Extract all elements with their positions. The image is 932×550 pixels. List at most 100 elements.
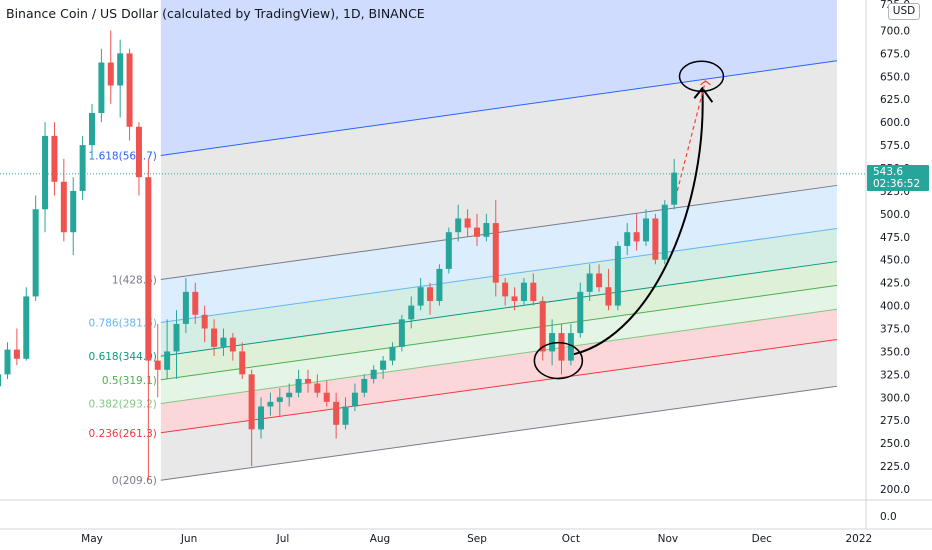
candle — [530, 273, 537, 306]
fib-line-5 — [160, 228, 838, 323]
price-tick-label: 400.0 — [880, 301, 910, 313]
candle — [239, 342, 246, 379]
candle-body — [276, 397, 283, 402]
candle-body — [258, 406, 265, 430]
candle-body — [4, 349, 11, 375]
candle — [436, 264, 443, 306]
price-tick-label: 425.0 — [880, 278, 910, 290]
price-tick-label-baseline: 0.0 — [880, 511, 897, 523]
candle — [51, 122, 58, 196]
candle-body — [154, 360, 161, 370]
candle-body — [464, 218, 471, 228]
candle-body — [558, 333, 565, 361]
candle-body — [351, 392, 358, 407]
candle — [258, 397, 265, 439]
candle — [361, 374, 368, 398]
candle-body — [211, 328, 218, 347]
price-tick-label: 275.0 — [880, 415, 910, 427]
price-tick-label: 625.0 — [880, 94, 910, 106]
candle — [333, 392, 340, 439]
price-tick-label: 675.0 — [880, 48, 910, 60]
candle — [455, 204, 462, 242]
candle — [107, 30, 114, 104]
candle-body — [661, 204, 668, 260]
price-tick-label: 350.0 — [880, 346, 910, 358]
candle-body — [652, 218, 659, 260]
price-tick-label: 300.0 — [880, 392, 910, 404]
candle-body — [436, 268, 443, 301]
candle-body — [586, 273, 593, 292]
fib-channel-zones — [160, 0, 837, 481]
candle — [79, 135, 86, 201]
time-tick-label: Jun — [180, 533, 197, 545]
candle-body — [0, 374, 2, 387]
time-tick-label: Oct — [562, 533, 580, 545]
candle — [220, 328, 227, 357]
candle — [643, 209, 650, 246]
candle-body — [192, 291, 199, 315]
candle-body — [577, 291, 584, 334]
price-tick-label: 700.0 — [880, 25, 910, 37]
candle — [492, 200, 499, 297]
fib-zone-6 — [160, 60, 837, 280]
price-tick-label: 650.0 — [880, 71, 910, 83]
candle — [483, 213, 490, 242]
candle — [60, 158, 67, 242]
candle-body — [333, 401, 340, 425]
candle — [173, 310, 180, 379]
price-tick-label: 475.0 — [880, 232, 910, 244]
candle — [192, 282, 199, 324]
candle — [605, 268, 612, 311]
price-tick-label: 575.0 — [880, 140, 910, 152]
candle — [380, 356, 387, 379]
candle — [652, 213, 659, 265]
candle-body — [445, 232, 452, 269]
annotation-circle-target — [678, 60, 725, 93]
candle — [624, 223, 631, 256]
fib-label: 0.786(381.6) — [89, 317, 157, 329]
candle — [633, 213, 640, 251]
price-tick-label: 450.0 — [880, 255, 910, 267]
candle — [211, 319, 218, 357]
candle — [323, 380, 330, 407]
candle — [427, 282, 434, 315]
candle — [267, 392, 274, 416]
candle-body — [173, 323, 180, 352]
fib-line-6 — [160, 184, 838, 280]
candle — [661, 200, 668, 265]
candle — [558, 323, 565, 375]
candle — [445, 227, 452, 274]
fib-line-7 — [160, 60, 838, 156]
candle-body — [342, 406, 349, 425]
candle-body — [511, 296, 518, 301]
candle-body — [323, 392, 330, 402]
candle-body — [117, 53, 124, 86]
candle-body — [267, 401, 274, 407]
currency-button[interactable]: USD — [888, 3, 920, 20]
candle-body — [361, 378, 368, 393]
fib-zone-0 — [160, 339, 837, 481]
candle — [577, 282, 584, 338]
candle — [671, 158, 678, 210]
fib-line-3 — [160, 284, 838, 381]
candle — [549, 319, 556, 366]
candle — [596, 264, 603, 292]
candle-body — [239, 351, 246, 375]
fib-line-2 — [160, 308, 838, 405]
annotation-circle-low — [533, 341, 584, 380]
candle — [295, 369, 302, 398]
candle — [42, 122, 49, 233]
fib-zone-3 — [160, 261, 837, 380]
candle — [145, 158, 152, 480]
fib-label: 1.618(563.7) — [89, 150, 157, 162]
candle — [23, 287, 30, 361]
candle-body — [220, 337, 227, 347]
candle-body — [520, 282, 527, 301]
candle-body — [398, 319, 405, 347]
candle — [417, 278, 424, 311]
candle-body — [596, 273, 603, 288]
time-tick-label: Sep — [467, 533, 487, 545]
candle-body — [89, 112, 95, 146]
candle-body — [60, 181, 67, 233]
